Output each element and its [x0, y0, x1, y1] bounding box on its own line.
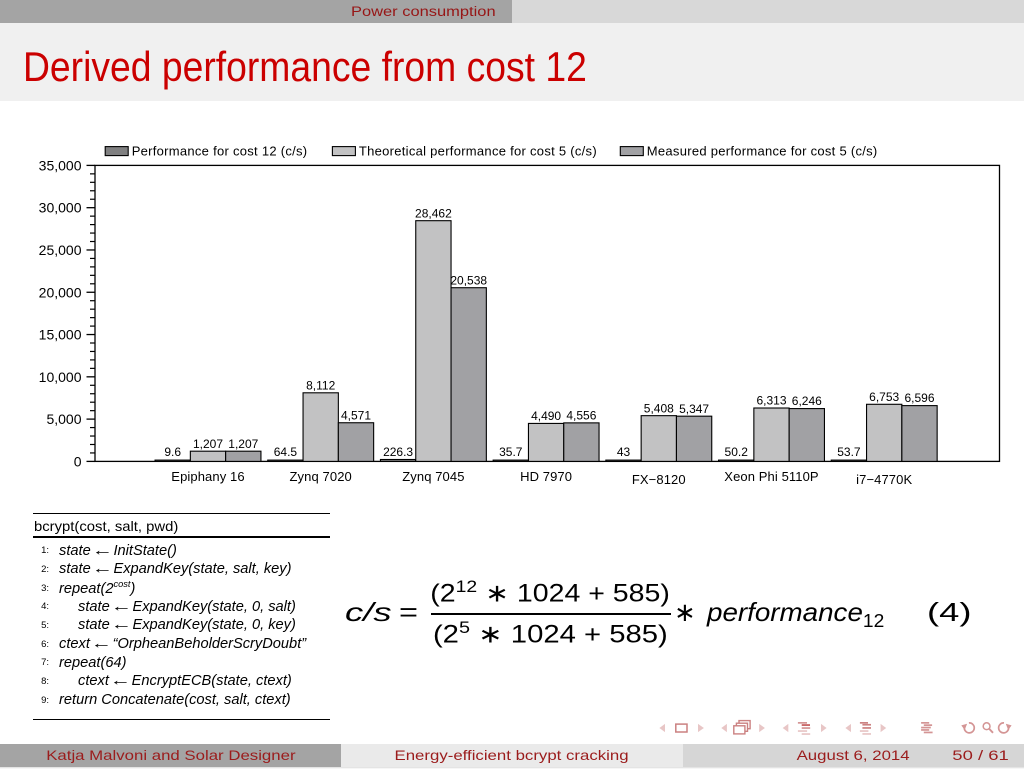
svg-text:1,207: 1,207	[228, 437, 258, 451]
svg-text:5,000: 5,000	[46, 411, 81, 427]
svg-text:0: 0	[74, 453, 82, 469]
svg-text:35,000: 35,000	[39, 157, 82, 173]
svg-text:10,000: 10,000	[39, 369, 82, 385]
svg-text:43: 43	[617, 445, 631, 459]
svg-text:4,490: 4,490	[531, 409, 561, 423]
svg-text:4,556: 4,556	[566, 408, 596, 422]
svg-text:1,207: 1,207	[193, 437, 223, 451]
svg-text:Measured performance for cost: Measured performance for cost 5 (c/s)	[647, 144, 878, 159]
svg-text:226.3: 226.3	[383, 445, 413, 459]
svg-text:50.2: 50.2	[725, 445, 749, 459]
svg-text:9.6: 9.6	[164, 445, 181, 459]
svg-text:Epiphany 16: Epiphany 16	[171, 469, 244, 484]
svg-text:6,313: 6,313	[756, 394, 786, 408]
svg-text:Zynq 7020: Zynq 7020	[290, 469, 352, 484]
svg-text:20,000: 20,000	[39, 284, 82, 300]
svg-text:28,462: 28,462	[415, 206, 452, 220]
svg-text:6,246: 6,246	[792, 394, 822, 408]
svg-text:25,000: 25,000	[39, 242, 82, 258]
svg-text:FX−8120: FX−8120	[632, 472, 686, 487]
svg-text:i7−4770K: i7−4770K	[856, 472, 912, 487]
svg-text:20,538: 20,538	[450, 273, 487, 287]
svg-text:Theoretical performance for co: Theoretical performance for cost 5 (c/s)	[359, 144, 597, 159]
svg-text:8,112: 8,112	[306, 378, 335, 392]
svg-text:6,596: 6,596	[904, 391, 934, 405]
svg-text:6,753: 6,753	[869, 390, 899, 404]
svg-text:53.7: 53.7	[837, 445, 861, 459]
svg-text:Zynq 7045: Zynq 7045	[402, 469, 464, 484]
svg-text:HD 7970: HD 7970	[520, 469, 572, 484]
svg-text:5,347: 5,347	[679, 402, 709, 416]
svg-text:35.7: 35.7	[499, 445, 523, 459]
svg-text:5,408: 5,408	[644, 401, 674, 415]
svg-text:15,000: 15,000	[39, 327, 82, 343]
svg-text:30,000: 30,000	[39, 200, 82, 216]
svg-text:Performance for cost 12 (c/s): Performance for cost 12 (c/s)	[132, 144, 308, 159]
svg-text:64.5: 64.5	[274, 445, 298, 459]
svg-text:Xeon Phi 5110P: Xeon Phi 5110P	[724, 469, 818, 484]
svg-text:4,571: 4,571	[341, 408, 371, 422]
